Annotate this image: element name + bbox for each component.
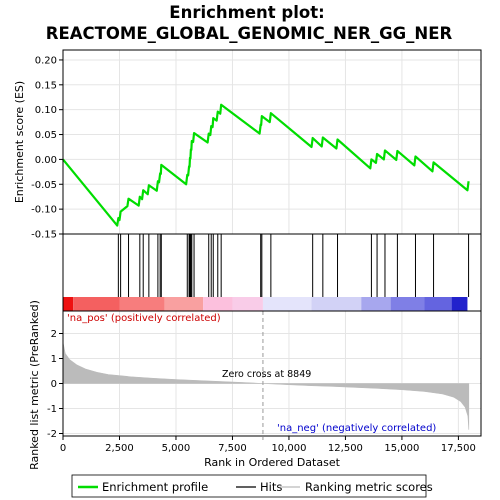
x-tick-label-3: 7,500 bbox=[218, 443, 247, 454]
panel-frames bbox=[62, 49, 482, 437]
x-axis-label: Rank in Ordered Dataset bbox=[204, 456, 341, 469]
hits-panel bbox=[117, 234, 470, 297]
legend-box bbox=[71, 474, 427, 498]
metric-y-tick-label-1: -1 bbox=[47, 404, 57, 415]
es-y-axis-label: Enrichment score (ES) bbox=[13, 81, 26, 203]
metric-area bbox=[62, 311, 470, 440]
es-y-tick-label-3: 0.00 bbox=[35, 155, 57, 166]
chart-title-line-1: Enrichment plot: bbox=[169, 3, 324, 22]
rank-color-band bbox=[63, 297, 468, 311]
band-segment-10 bbox=[424, 297, 452, 311]
x-tick-label-2: 5,000 bbox=[162, 443, 191, 454]
metric-y-axis-label: Ranked list metric (PreRanked) bbox=[28, 300, 41, 470]
metric-panel-frame bbox=[62, 310, 482, 437]
metric-y-tick-label-4: 2 bbox=[51, 329, 57, 340]
metric-y-tick-label-0: -2 bbox=[47, 429, 57, 440]
x-tick-label-4: 10,000 bbox=[271, 443, 306, 454]
metric-y-tick-label-2: 0 bbox=[51, 379, 57, 390]
es-panel-background bbox=[63, 50, 481, 234]
es-y-axis: -0.15 -0.10 -0.05 0.00 0.05 0.10 0.15 0.20 bbox=[31, 55, 63, 241]
legend-label-enrichment-profile: Enrichment profile bbox=[102, 480, 208, 494]
band-segment-4 bbox=[203, 297, 233, 311]
enrichment-profile-line bbox=[62, 103, 470, 227]
es-y-tick-label-1: -0.10 bbox=[31, 205, 57, 216]
band-segment-5 bbox=[232, 297, 263, 311]
band-segment-0 bbox=[63, 297, 74, 311]
band-segment-8 bbox=[361, 297, 391, 311]
legend: Enrichment profile Hits Ranking metric s… bbox=[71, 474, 433, 498]
negative-correlation-label: 'na_neg' (negatively correlated) bbox=[277, 423, 436, 434]
es-y-tick-label-2: -0.05 bbox=[31, 180, 57, 191]
x-axis: 0 2,500 5,000 7,500 10,000 12,500 15,000 17,500 bbox=[60, 436, 476, 454]
x-tick-label-6: 15,000 bbox=[384, 443, 419, 454]
x-tick-label-7: 17,500 bbox=[441, 443, 476, 454]
metric-y-axis: -2 -1 0 1 2 bbox=[47, 329, 63, 440]
es-y-tick-label-0: -0.15 bbox=[31, 230, 57, 241]
band-segment-2 bbox=[119, 297, 165, 311]
es-curve-area bbox=[62, 103, 470, 227]
es-y-tick-label-4: 0.05 bbox=[35, 130, 57, 141]
x-tick-label-1: 2,500 bbox=[105, 443, 134, 454]
es-y-tick-label-6: 0.15 bbox=[35, 80, 57, 91]
band-segment-9 bbox=[390, 297, 425, 311]
legend-label-hits: Hits bbox=[260, 480, 282, 494]
band-segment-11 bbox=[451, 297, 468, 311]
ranking-metric-area bbox=[62, 342, 470, 430]
band-segment-3 bbox=[164, 297, 204, 311]
band-segment-6 bbox=[262, 297, 312, 311]
positive-correlation-label: 'na_pos' (positively correlated) bbox=[67, 313, 221, 324]
chart-title-line-2: REACTOME_GLOBAL_GENOMIC_NER_GG_NER bbox=[46, 24, 453, 43]
x-tick-label-5: 12,500 bbox=[328, 443, 363, 454]
x-tick-label-0: 0 bbox=[60, 443, 66, 454]
legend-label-ranking-metric: Ranking metric scores bbox=[305, 480, 433, 494]
es-y-tick-label-7: 0.20 bbox=[35, 55, 57, 66]
zero-cross-label: Zero cross at 8849 bbox=[222, 369, 311, 380]
band-segment-7 bbox=[311, 297, 362, 311]
band-segment-1 bbox=[73, 297, 120, 311]
metric-y-tick-label-3: 1 bbox=[51, 354, 57, 365]
es-y-tick-label-5: 0.10 bbox=[35, 105, 57, 116]
